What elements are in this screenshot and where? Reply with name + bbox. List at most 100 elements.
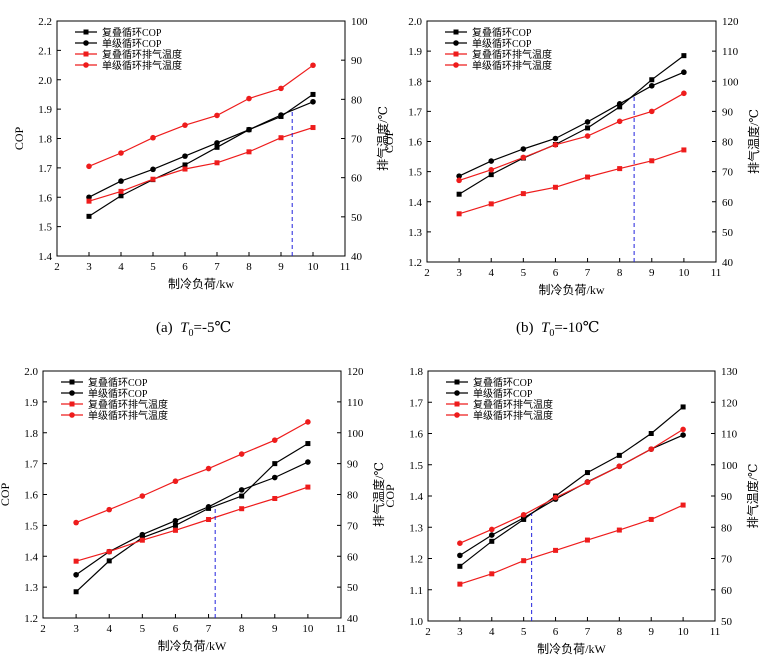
series-line-1 (458, 55, 685, 195)
data-point (648, 82, 655, 89)
y2-tick-label: 130 (721, 366, 738, 378)
data-point (182, 153, 188, 159)
x-tick-label: 9 (272, 623, 278, 635)
legend-label: 单级循环排气温度 (102, 59, 182, 72)
series-line-1 (75, 443, 309, 593)
x-tick-label: 6 (553, 626, 559, 638)
x-axis-label: 制冷负荷/kw (168, 277, 234, 291)
y-tick-label: 1.3 (409, 522, 423, 534)
data-point (616, 452, 622, 458)
x-tick-label: 9 (649, 267, 655, 279)
y-tick-label: 1.7 (408, 106, 422, 118)
x-tick-label: 5 (140, 623, 146, 635)
data-point (488, 201, 494, 207)
legend-label: 单级循环排气温度 (88, 409, 168, 422)
x-tick-label: 4 (106, 623, 112, 635)
legend-marker (69, 390, 75, 396)
y2-tick-label: 90 (351, 55, 363, 67)
y2-tick-label: 90 (721, 491, 733, 503)
y2-tick-label: 70 (722, 167, 734, 179)
plot-frame (56, 20, 346, 257)
legend-marker (453, 40, 459, 46)
y-tick-label: 2.0 (38, 75, 52, 87)
data-point (106, 558, 112, 564)
y2-tick-label: 100 (721, 460, 738, 472)
legend-marker (454, 390, 460, 396)
data-point (457, 563, 463, 569)
y2-tick-label: 50 (722, 227, 734, 239)
y-tick-label: 1.2 (24, 613, 38, 625)
data-point (86, 163, 92, 170)
data-point (584, 479, 591, 486)
y2-axis-label: 排气温度/℃ (746, 109, 761, 174)
chart-panel-2: 2 3 4 5 6 7 8 9 10 11 1.2 1.3 1.4 1.5 1.6 1.7 1.8 1.9 2.0 4… (382, 16, 761, 297)
series-line-2 (75, 461, 309, 576)
y-tick-label: 1.8 (408, 76, 422, 88)
y2-tick-label: 50 (721, 616, 733, 628)
chart-panel-1: 2 3 4 5 6 7 8 9 10 11 1.4 1.5 1.6 1.7 1.8 1.9 2.0 2.1 2.2 4… (12, 16, 390, 291)
series-line-3 (88, 126, 314, 202)
data-point (305, 441, 311, 447)
series-line-4 (458, 92, 685, 181)
y-tick-label: 1.7 (409, 397, 423, 409)
data-point (456, 211, 462, 217)
y2-tick-label: 90 (347, 459, 359, 471)
data-point (585, 125, 591, 131)
y2-tick-label: 70 (721, 554, 733, 566)
legend-label: 复叠循环COP (472, 26, 532, 39)
data-point (552, 142, 559, 148)
data-point (182, 166, 188, 172)
y2-tick-label: 50 (347, 582, 359, 594)
y-tick-label: 2.2 (38, 16, 52, 28)
data-point (206, 517, 212, 523)
data-point (73, 519, 79, 526)
data-point (681, 53, 687, 59)
legend-marker (83, 40, 89, 46)
legend-marker (83, 51, 89, 57)
data-point (680, 502, 686, 508)
y-tick-label: 2.0 (408, 16, 422, 28)
data-point (272, 461, 278, 467)
y-tick-label: 1.9 (24, 397, 38, 409)
y-tick-label: 1.2 (408, 257, 422, 269)
data-point (457, 581, 463, 587)
data-point (246, 95, 252, 102)
x-tick-label: 3 (456, 267, 462, 279)
data-point (150, 166, 156, 173)
data-point (456, 177, 462, 184)
y2-tick-label: 120 (347, 366, 364, 378)
data-point (310, 62, 316, 69)
y-tick-label: 1.1 (409, 585, 423, 597)
y-tick-label: 1.6 (409, 429, 423, 441)
data-point (648, 431, 654, 436)
data-point (488, 172, 494, 178)
data-point (172, 527, 178, 533)
y2-tick-label: 110 (722, 46, 739, 58)
y-tick-label: 1.5 (408, 167, 422, 179)
plot-frame (427, 370, 716, 622)
data-point (139, 537, 145, 543)
data-point (648, 108, 655, 115)
data-point (172, 522, 178, 528)
data-point (182, 122, 188, 128)
legend-label: 复叠循环排气温度 (473, 398, 553, 411)
data-point (139, 531, 146, 538)
legend-marker (453, 62, 459, 68)
data-point (552, 135, 559, 142)
data-point (182, 162, 188, 168)
y2-tick-label: 40 (722, 257, 734, 269)
legend-marker (69, 412, 75, 418)
data-point (118, 188, 124, 194)
series-line-3 (75, 486, 309, 562)
y2-tick-label: 120 (722, 16, 739, 28)
data-point (616, 118, 623, 125)
data-point (150, 134, 156, 141)
data-point (214, 144, 220, 150)
y2-tick-label: 100 (722, 76, 739, 88)
data-point (520, 191, 526, 197)
x-tick-label: 8 (246, 261, 252, 273)
data-point (86, 194, 92, 201)
data-point (488, 532, 495, 538)
y-tick-label: 1.7 (38, 163, 52, 175)
data-point (681, 147, 687, 153)
